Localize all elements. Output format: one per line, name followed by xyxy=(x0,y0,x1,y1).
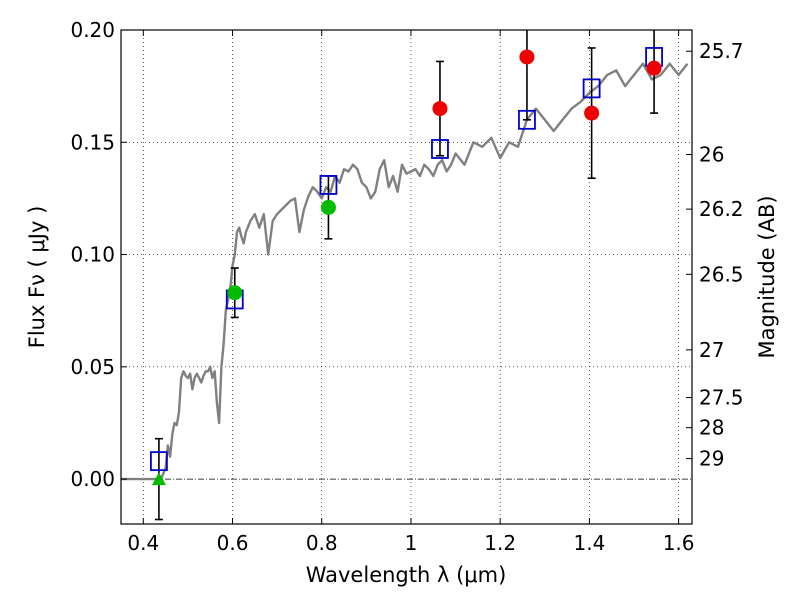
model-point xyxy=(319,175,338,195)
data-marks xyxy=(121,62,689,481)
y-tick-label: 0.20 xyxy=(70,18,115,42)
x-tick-label: 0.8 xyxy=(306,531,338,555)
model-point xyxy=(582,78,601,99)
mag-tick-label: 28 xyxy=(699,416,724,440)
mag-tick-label: 26.2 xyxy=(699,197,744,221)
y-axis-label: Flux Fν ( μJy ) xyxy=(25,206,49,349)
upper-limit-point xyxy=(151,472,166,486)
model-point xyxy=(150,451,168,472)
observed-point xyxy=(646,60,662,76)
model-point xyxy=(518,109,536,130)
mag-tick-label: 26 xyxy=(699,143,724,167)
ticks xyxy=(121,29,692,524)
observed-point xyxy=(432,101,448,117)
mag-tick-label: 29 xyxy=(699,447,724,471)
observed-point xyxy=(320,199,336,215)
plot-frame xyxy=(120,29,693,525)
y-tick-label: 0.10 xyxy=(70,243,115,267)
x-tick-label: 1 xyxy=(405,531,418,555)
y-tick-label: 0.05 xyxy=(70,355,115,379)
y-tick-label: 0.00 xyxy=(70,467,115,491)
observed-point xyxy=(227,285,243,301)
plot-area xyxy=(121,30,692,524)
y-tick-label: 0.15 xyxy=(70,130,115,154)
x-axis-label: Wavelength λ (μm) xyxy=(306,563,507,587)
x-tick-label: 1.6 xyxy=(663,531,695,555)
mag-tick-label: 27 xyxy=(699,338,724,362)
x-tick-label: 0.4 xyxy=(127,531,159,555)
spectrum-line xyxy=(121,62,689,481)
x-tick-label: 1.2 xyxy=(484,531,516,555)
tick-labels: 0.4 0.6 0.8 1 1.2 1.4 1.6 0.00 0.05 0.10 0.15 0.20 2… xyxy=(70,18,743,555)
mag-tick-label: 27.5 xyxy=(699,386,744,410)
mag-tick-label: 26.5 xyxy=(699,262,744,286)
data-points xyxy=(150,47,663,486)
observed-point xyxy=(584,105,600,121)
right-axis-label: Magnitude (AB) xyxy=(755,195,779,358)
x-tick-label: 1.4 xyxy=(573,531,605,555)
observed-point xyxy=(519,49,535,65)
x-tick-label: 0.6 xyxy=(217,531,249,555)
model-point xyxy=(431,139,449,159)
mag-tick-label: 25.7 xyxy=(699,39,744,63)
